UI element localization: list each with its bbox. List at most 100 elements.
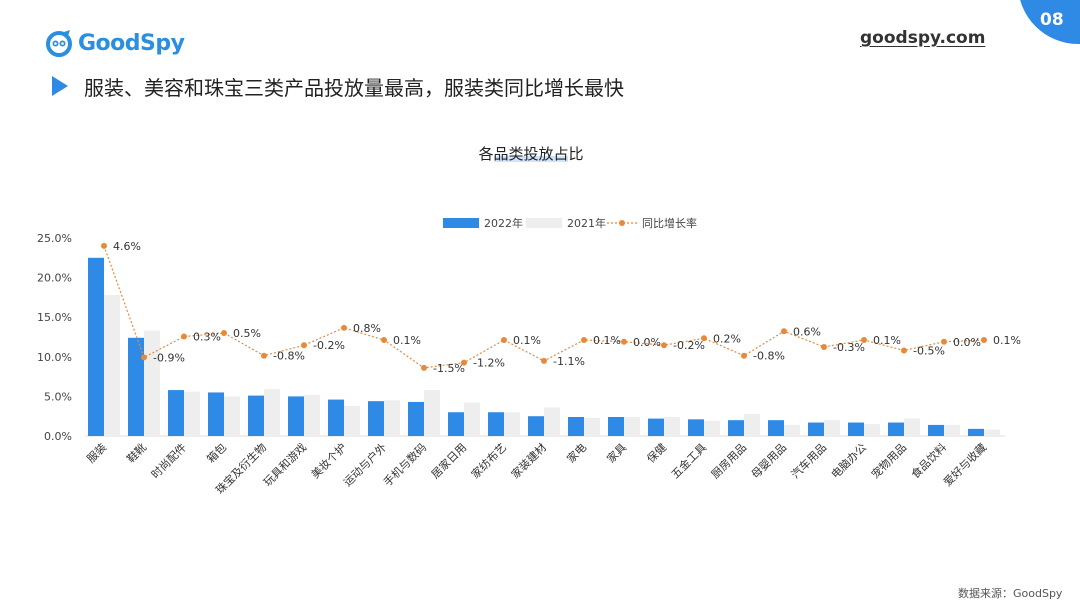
- bar-2021: [904, 418, 920, 436]
- data-source: 数据来源：GoodSpy: [958, 587, 1063, 600]
- bar-2022: [968, 428, 984, 436]
- growth-rate-label: -1.2%: [473, 357, 505, 370]
- bar-2022: [208, 392, 224, 436]
- x-category-label: 食品饮料: [908, 440, 949, 481]
- bar-2021: [984, 429, 1000, 436]
- y-tick-label: 15.0%: [37, 311, 72, 324]
- growth-rate-label: 0.5%: [233, 327, 261, 340]
- bar-2022: [768, 420, 784, 436]
- category-share-chart: 各品类投放占比 2022年 2021年 同比增长率 25.0% 20.0% 15.0% 10.…: [37, 145, 1021, 497]
- growth-rate-marker: [101, 242, 107, 249]
- site-link[interactable]: goodspy.com: [860, 28, 986, 48]
- brand-logo: GoodSpy: [44, 28, 185, 58]
- growth-rate-marker: [181, 333, 187, 340]
- bar-2022: [608, 416, 624, 436]
- legend-label-2022: 2022年: [484, 216, 523, 230]
- growth-rate-marker: [501, 337, 507, 344]
- bar-2022: [808, 422, 824, 436]
- x-category-label: 居家日用: [428, 440, 469, 481]
- brand-name: GoodSpy: [78, 30, 185, 56]
- bar-2022: [168, 390, 184, 436]
- bar-2022: [648, 418, 664, 436]
- goodspy-logo-icon: [46, 30, 72, 57]
- growth-rate-marker: [461, 359, 467, 366]
- growth-rate-label: 0.0%: [953, 336, 981, 349]
- growth-rate-label: 0.2%: [713, 332, 741, 345]
- y-tick-label: 20.0%: [37, 272, 72, 285]
- growth-rate-label: 0.1%: [873, 334, 901, 347]
- chart-title: 各品类投放占比: [478, 145, 583, 163]
- legend-label-2021: 2021年: [567, 216, 606, 230]
- bar-2022: [448, 412, 464, 436]
- x-category-label: 箱包: [204, 440, 229, 465]
- growth-rate-marker: [261, 352, 267, 359]
- bar-2021: [544, 407, 560, 436]
- growth-rate-label: -0.2%: [313, 339, 345, 352]
- y-tick-label: 10.0%: [37, 351, 72, 364]
- growth-rate-marker: [861, 337, 867, 344]
- x-category-label: 服装: [84, 441, 109, 466]
- growth-rate-marker: [301, 342, 307, 349]
- bar-2022: [288, 396, 304, 436]
- bar-2022: [88, 257, 104, 436]
- bar-2021: [104, 295, 120, 436]
- growth-rate-label: 0.6%: [793, 325, 821, 338]
- growth-rate-label: 0.1%: [513, 334, 541, 347]
- x-category-label: 玩具和游戏: [261, 441, 309, 489]
- growth-rate-label: -0.5%: [913, 344, 945, 357]
- growth-rate-label: 0.3%: [193, 331, 221, 344]
- bar-2022: [488, 412, 504, 436]
- growth-rate-marker: [341, 324, 347, 331]
- growth-rate-marker: [541, 357, 547, 364]
- growth-rate-marker: [621, 338, 627, 345]
- bar-2021: [584, 417, 600, 436]
- legend-swatch-2022: [443, 218, 479, 228]
- growth-rate-label: 0.1%: [593, 334, 621, 347]
- bar-2021: [264, 389, 280, 436]
- bar-2021: [424, 390, 440, 436]
- x-category-label: 家纺布艺: [468, 440, 509, 481]
- bar-2021: [224, 396, 240, 436]
- growth-rate-label: -0.8%: [753, 350, 785, 363]
- growth-rate-marker: [981, 337, 987, 344]
- y-tick-label: 25.0%: [37, 232, 72, 245]
- growth-rate-marker: [381, 337, 387, 344]
- bar-2021: [784, 424, 800, 436]
- growth-rate-marker: [941, 338, 947, 345]
- bar-2021: [384, 400, 400, 436]
- growth-rate-label: 4.6%: [113, 240, 141, 253]
- x-category-label: 母婴用品: [749, 441, 789, 481]
- bar-2022: [408, 401, 424, 436]
- y-tick-label: 0.0%: [44, 430, 72, 443]
- bar-2021: [344, 405, 360, 436]
- page-number: 08: [1040, 10, 1064, 30]
- growth-rate-label: 0.8%: [353, 322, 381, 335]
- growth-rate-label: -0.2%: [673, 339, 705, 352]
- y-tick-label: 5.0%: [44, 390, 72, 403]
- x-category-label: 保健: [644, 440, 669, 465]
- x-category-label: 电脑办公: [829, 441, 869, 481]
- bar-2021: [464, 402, 480, 436]
- growth-rate-label: 0.1%: [393, 334, 421, 347]
- growth-rate-marker: [701, 335, 707, 342]
- growth-rate-label: 0.1%: [993, 334, 1021, 347]
- growth-rate-label: -0.9%: [153, 351, 185, 364]
- bar-2022: [888, 422, 904, 436]
- bar-2021: [624, 416, 640, 436]
- x-category-label: 宠物用品: [868, 440, 909, 481]
- bar-2021: [864, 424, 880, 436]
- legend-label-growth: 同比增长率: [642, 216, 697, 230]
- bar-2021: [944, 424, 960, 436]
- bar-2021: [504, 412, 520, 436]
- bar-2022: [248, 395, 264, 436]
- x-category-label: 五金工具: [668, 440, 709, 481]
- x-category-label: 时尚配件: [148, 440, 189, 481]
- growth-rate-marker: [221, 330, 227, 337]
- bar-2022: [128, 337, 144, 436]
- bar-2021: [744, 413, 760, 436]
- x-category-label: 厨房用品: [709, 441, 749, 481]
- x-category-label: 爱好与收藏: [940, 440, 989, 489]
- bar-2022: [328, 399, 344, 436]
- growth-rate-marker: [581, 337, 587, 344]
- bar-2022: [568, 416, 584, 436]
